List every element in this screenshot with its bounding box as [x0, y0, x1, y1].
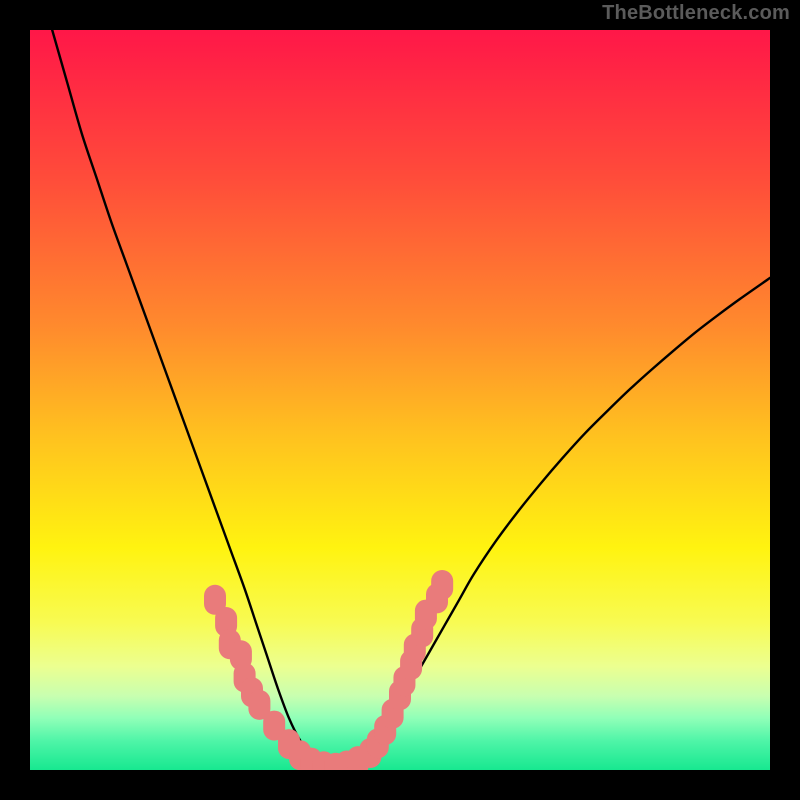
chart-container: TheBottleneck.com: [0, 0, 800, 800]
gradient-background: [30, 30, 770, 770]
watermark-text: TheBottleneck.com: [602, 2, 790, 25]
data-marker: [431, 570, 453, 600]
bottleneck-chart: [30, 30, 770, 770]
